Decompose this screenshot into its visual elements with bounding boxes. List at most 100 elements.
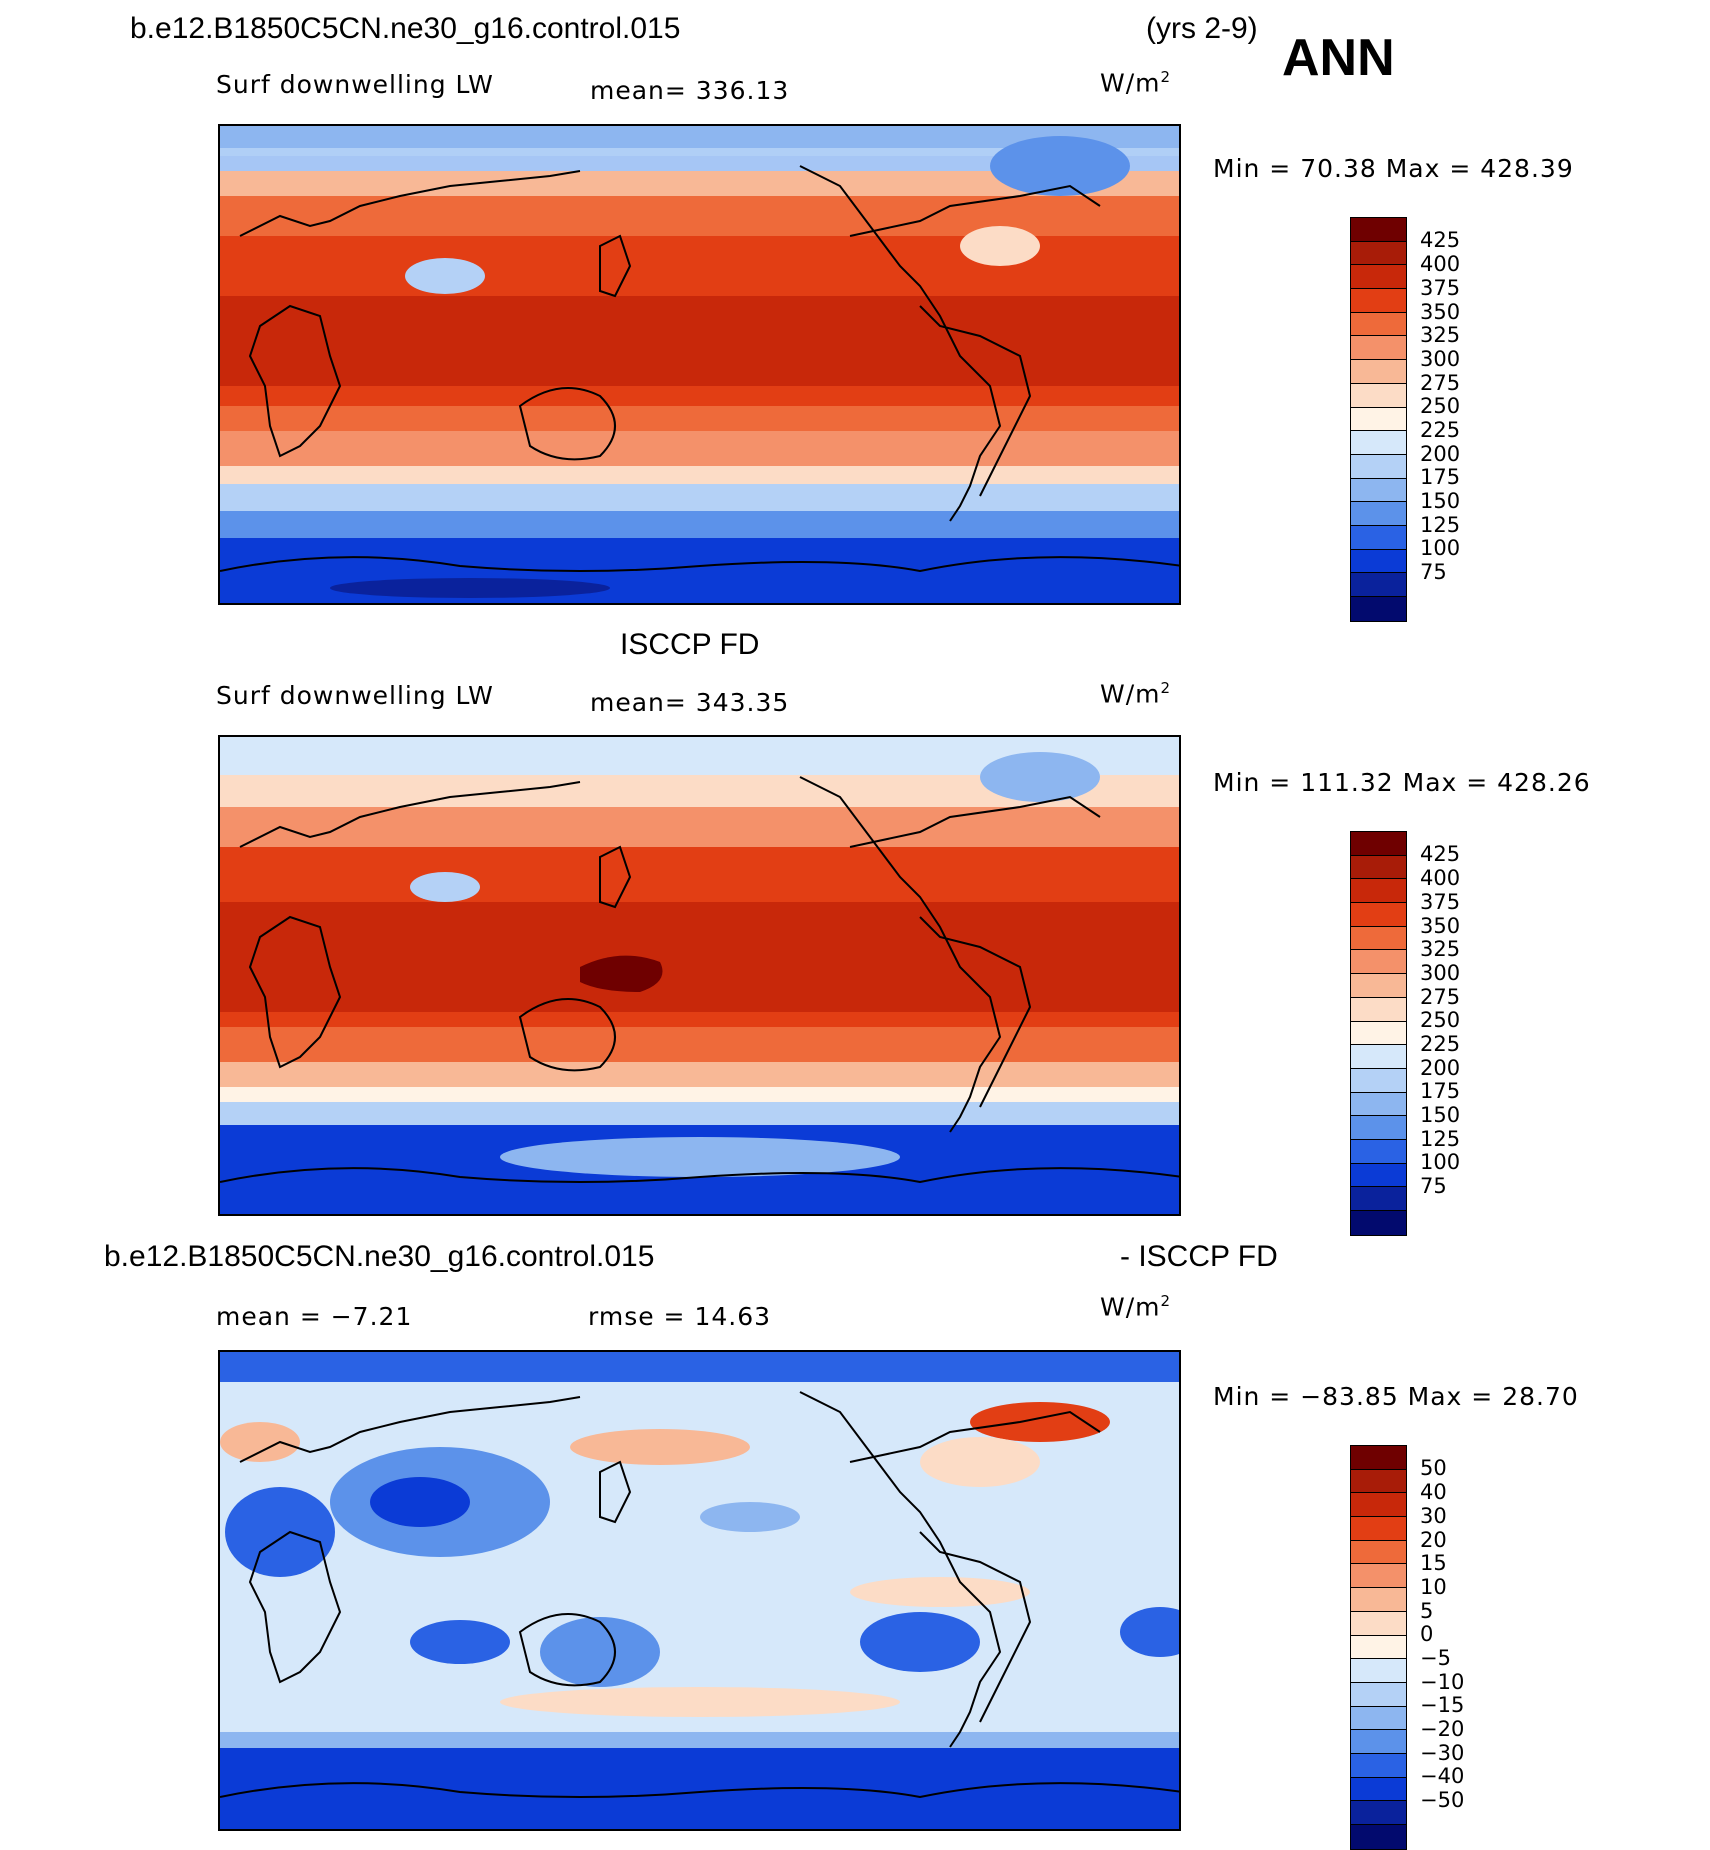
- colorbar-swatch: [1351, 926, 1406, 951]
- panel3-cb-label: 0: [1420, 1622, 1434, 1646]
- panel2-cb-label: 375: [1420, 890, 1461, 914]
- colorbar-swatch: [1351, 1825, 1406, 1849]
- panel3-mean: mean = −7.21: [216, 1302, 413, 1331]
- colorbar-swatch: [1351, 832, 1406, 856]
- colorbar-swatch: [1351, 407, 1406, 432]
- panel3-cb-label: 5: [1420, 1599, 1434, 1623]
- panel1-cb-label: 400: [1420, 252, 1461, 276]
- colorbar-swatch: [1351, 1753, 1406, 1778]
- panel1-cb-label: 250: [1420, 394, 1461, 418]
- colorbar-swatch: [1351, 312, 1406, 337]
- panel2-units: W/m2: [1100, 679, 1172, 709]
- panel3-cb-label: −10: [1420, 1670, 1465, 1694]
- panel1-cb-label: 350: [1420, 300, 1461, 324]
- colorbar-swatch: [1351, 289, 1406, 313]
- panel2-cb-label: 200: [1420, 1056, 1461, 1080]
- panel3-cb-label: −15: [1420, 1693, 1465, 1717]
- colorbar-swatch: [1351, 1730, 1406, 1754]
- panel3-map: [218, 1350, 1181, 1831]
- colorbar-swatch: [1351, 383, 1406, 408]
- colorbar-swatch: [1351, 1211, 1406, 1235]
- panel3-title-right: - ISCCP FD: [1120, 1240, 1278, 1273]
- colorbar-swatch: [1351, 597, 1406, 621]
- colorbar-swatch: [1351, 1187, 1406, 1211]
- colorbar-swatch: [1351, 336, 1406, 361]
- panel1-cb-label: 100: [1420, 536, 1461, 560]
- panel1-cb-label: 375: [1420, 276, 1461, 300]
- panel2-cb-label: 100: [1420, 1150, 1461, 1174]
- colorbar-swatch: [1351, 1139, 1406, 1164]
- panel1-cb-label: 425: [1420, 228, 1461, 252]
- panel3-rmse: rmse = 14.63: [588, 1302, 772, 1331]
- panel3-units: W/m2: [1100, 1292, 1172, 1322]
- panel2-mean: mean= 343.35: [590, 688, 790, 717]
- colorbar-swatch: [1351, 431, 1406, 455]
- panel1-units: W/m2: [1100, 68, 1172, 98]
- panel1-minmax: Min = 70.38 Max = 428.39: [1213, 154, 1574, 183]
- panel1-cb-label: 275: [1420, 371, 1461, 395]
- panel1-cb-label: 125: [1420, 513, 1461, 537]
- colorbar-swatch: [1351, 1635, 1406, 1660]
- season-label: ANN: [1282, 29, 1395, 87]
- colorbar-swatch: [1351, 1469, 1406, 1494]
- panel3-title-left: b.e12.B1850C5CN.ne30_g16.control.015: [104, 1240, 655, 1273]
- colorbar-swatch: [1351, 218, 1406, 242]
- case-title: b.e12.B1850C5CN.ne30_g16.control.015: [130, 12, 681, 45]
- colorbar-swatch: [1351, 1682, 1406, 1707]
- colorbar-swatch: [1351, 1021, 1406, 1046]
- panel1-mean: mean= 336.13: [590, 76, 790, 105]
- colorbar-swatch: [1351, 1706, 1406, 1731]
- panel1-cb-label: 225: [1420, 418, 1461, 442]
- colorbar-swatch: [1351, 950, 1406, 975]
- colorbar-swatch: [1351, 974, 1406, 998]
- panel2-variable: Surf downwelling LW: [216, 681, 494, 710]
- years-label: (yrs 2-9): [1146, 12, 1258, 45]
- colorbar-swatch: [1351, 997, 1406, 1022]
- panel2-cb-label: 150: [1420, 1103, 1461, 1127]
- panel3-cb-label: 40: [1420, 1480, 1447, 1504]
- panel2-cb-label: 350: [1420, 914, 1461, 938]
- colorbar-swatch: [1351, 1493, 1406, 1518]
- colorbar-swatch: [1351, 1540, 1406, 1565]
- panel2-cb-label: 275: [1420, 985, 1461, 1009]
- panel3-cb-label: −5: [1420, 1646, 1451, 1670]
- colorbar-swatch: [1351, 241, 1406, 266]
- panel3-cb-label: −20: [1420, 1717, 1465, 1741]
- panel2-colorbar: [1350, 831, 1407, 1236]
- panel2-map: [218, 735, 1181, 1216]
- panel1-cb-label: 200: [1420, 442, 1461, 466]
- colorbar-swatch: [1351, 360, 1406, 384]
- panel2-cb-label: 175: [1420, 1079, 1461, 1103]
- panel3-cb-label: −50: [1420, 1788, 1465, 1812]
- panel2-cb-label: 325: [1420, 937, 1461, 961]
- colorbar-swatch: [1351, 879, 1406, 904]
- panel1-colorbar: [1350, 217, 1407, 622]
- panel2-cb-label: 425: [1420, 842, 1461, 866]
- panel1-cb-label: 75: [1420, 560, 1447, 584]
- panel1-variable: Surf downwelling LW: [216, 70, 494, 99]
- panel1-cb-label: 150: [1420, 489, 1461, 513]
- panel1-cb-label: 325: [1420, 323, 1461, 347]
- panel3-cb-label: −30: [1420, 1741, 1465, 1765]
- panel3-cb-label: 30: [1420, 1504, 1447, 1528]
- colorbar-swatch: [1351, 903, 1406, 927]
- colorbar-swatch: [1351, 1446, 1406, 1470]
- panel1-map: [218, 124, 1181, 605]
- panel1-cb-label: 175: [1420, 465, 1461, 489]
- colorbar-swatch: [1351, 549, 1406, 574]
- colorbar-swatch: [1351, 1092, 1406, 1117]
- panel3-colorbar: [1350, 1445, 1407, 1850]
- panel2-cb-label: 400: [1420, 866, 1461, 890]
- panel3-cb-label: 20: [1420, 1528, 1447, 1552]
- colorbar-swatch: [1351, 1611, 1406, 1636]
- panel1-cb-label: 300: [1420, 347, 1461, 371]
- panel2-cb-label: 75: [1420, 1174, 1447, 1198]
- panel3-cb-label: −40: [1420, 1764, 1465, 1788]
- colorbar-swatch: [1351, 1588, 1406, 1612]
- panel3-cb-label: 50: [1420, 1456, 1447, 1480]
- panel2-cb-label: 125: [1420, 1127, 1461, 1151]
- colorbar-swatch: [1351, 1801, 1406, 1825]
- colorbar-swatch: [1351, 1045, 1406, 1069]
- panel2-title: ISCCP FD: [620, 628, 760, 661]
- colorbar-swatch: [1351, 855, 1406, 880]
